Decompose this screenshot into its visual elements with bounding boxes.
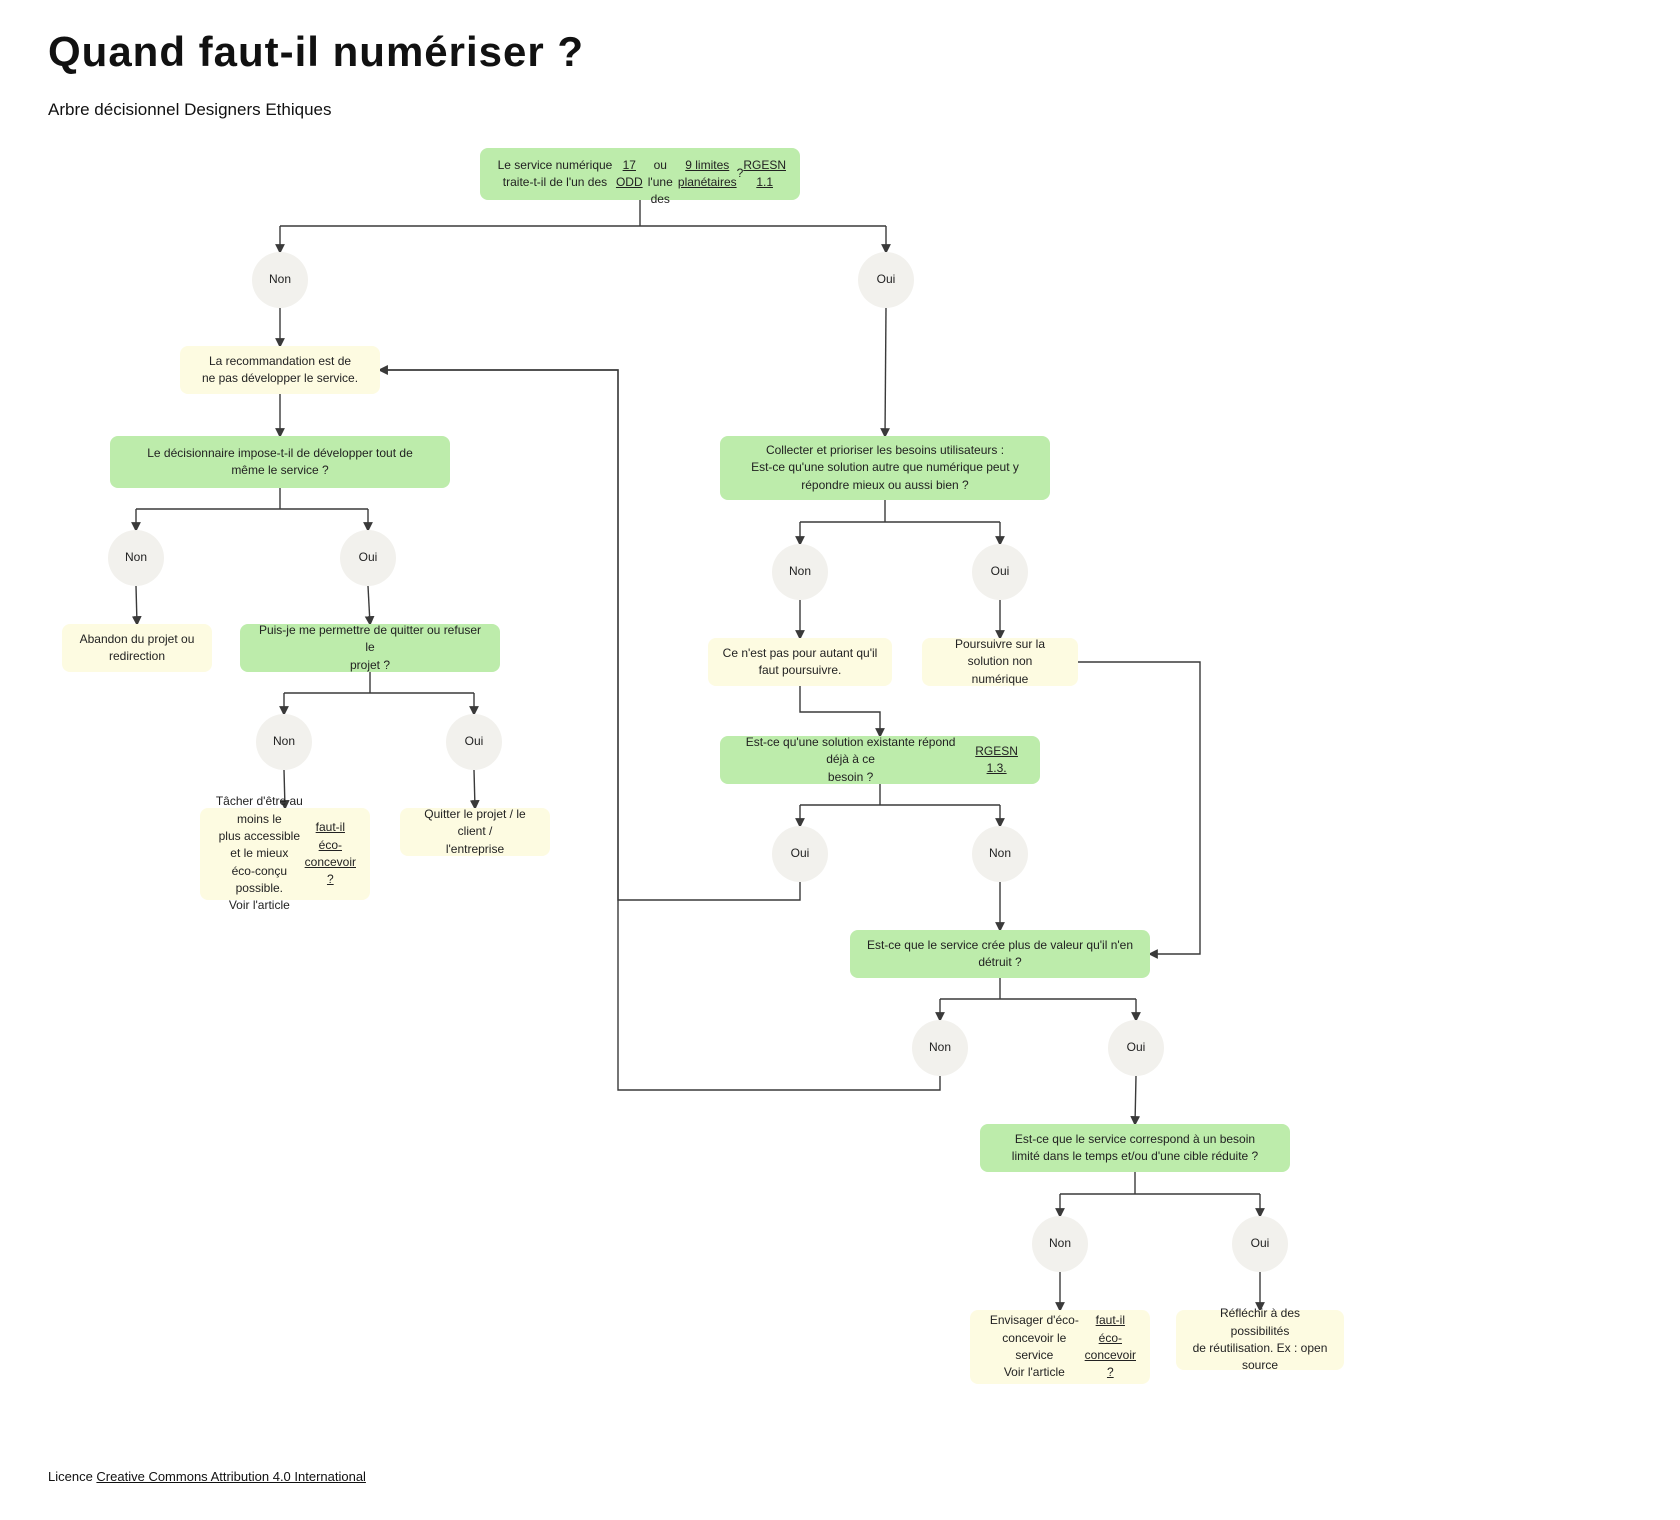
node-q6: Est-ce que le service crée plus de valeu…: [850, 930, 1150, 978]
node-o2: Abandon du projet ouredirection: [62, 624, 212, 672]
node-o1: La recommandation est dene pas développe…: [180, 346, 380, 394]
node-q1: Le service numérique traite-t-il de l'un…: [480, 148, 800, 200]
node-c3n: Non: [256, 714, 312, 770]
page-title: Quand faut-il numériser ?: [48, 28, 584, 76]
node-c7n: Non: [1032, 1216, 1088, 1272]
node-c3y: Oui: [446, 714, 502, 770]
node-c1n: Non: [252, 252, 308, 308]
license-prefix: Licence: [48, 1469, 96, 1484]
subtitle: Arbre décisionnel Designers Ethiques: [48, 100, 332, 120]
node-c4y: Oui: [972, 544, 1028, 600]
node-q3: Puis-je me permettre de quitter ou refus…: [240, 624, 500, 672]
node-q5: Est-ce qu'une solution existante répond …: [720, 736, 1040, 784]
node-o7: Envisager d'éco-concevoir leserviceVoir …: [970, 1310, 1150, 1384]
node-c4n: Non: [772, 544, 828, 600]
node-o8: Réfléchir à des possibilitésde réutilisa…: [1176, 1310, 1344, 1370]
node-q7: Est-ce que le service correspond à un be…: [980, 1124, 1290, 1172]
node-c6y: Oui: [1108, 1020, 1164, 1076]
node-c7y: Oui: [1232, 1216, 1288, 1272]
node-c5y: Oui: [772, 826, 828, 882]
node-o4: Quitter le projet / le client /l'entrepr…: [400, 808, 550, 856]
node-c2n: Non: [108, 530, 164, 586]
node-c1y: Oui: [858, 252, 914, 308]
node-o6: Poursuivre sur la solution nonnumérique: [922, 638, 1078, 686]
node-c2y: Oui: [340, 530, 396, 586]
node-c6n: Non: [912, 1020, 968, 1076]
license: Licence Creative Commons Attribution 4.0…: [48, 1469, 366, 1484]
license-link[interactable]: Creative Commons Attribution 4.0 Interna…: [96, 1469, 366, 1484]
node-c5n: Non: [972, 826, 1028, 882]
node-o3: Tâcher d'être au moins leplus accessible…: [200, 808, 370, 900]
node-q2: Le décisionnaire impose-t-il de développ…: [110, 436, 450, 488]
node-o5: Ce n'est pas pour autant qu'ilfaut pours…: [708, 638, 892, 686]
node-q4: Collecter et prioriser les besoins utili…: [720, 436, 1050, 500]
